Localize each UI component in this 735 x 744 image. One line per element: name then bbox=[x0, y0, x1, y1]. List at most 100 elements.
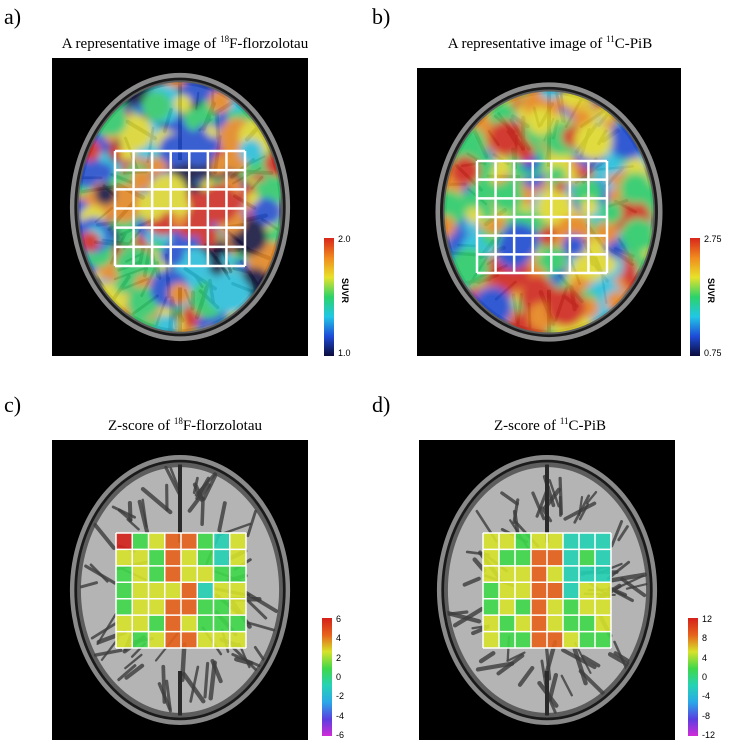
zscore-cell bbox=[579, 565, 595, 583]
zscore-cell bbox=[148, 598, 165, 616]
zscore-cell bbox=[531, 582, 547, 599]
zscore-cell bbox=[595, 533, 611, 550]
colorbar-tick-label: -6 bbox=[336, 730, 345, 740]
colorbar-tick-label: -12 bbox=[702, 730, 716, 740]
zscore-cell bbox=[563, 598, 579, 616]
colorbar-min-label: 1.0 bbox=[338, 348, 351, 358]
zscore-cell bbox=[164, 565, 181, 583]
zscore-cell bbox=[579, 549, 595, 566]
zscore-cell bbox=[483, 582, 499, 599]
zscore-cell bbox=[547, 533, 563, 550]
zscore-cell bbox=[132, 598, 149, 616]
zscore-cell bbox=[563, 565, 579, 583]
zscore-cell bbox=[579, 615, 595, 632]
panel-b-title-sup: 11 bbox=[606, 34, 615, 44]
amyloid-pet-brain-image bbox=[417, 68, 681, 356]
zscore-cell bbox=[164, 549, 181, 566]
roi-grid bbox=[475, 159, 609, 275]
zscore-cell bbox=[181, 533, 198, 550]
zscore-cell bbox=[148, 631, 165, 648]
panel-a-title-tracer: F-florzolotau bbox=[229, 36, 309, 52]
colorbar-tick-label: 4 bbox=[702, 652, 708, 663]
zscore-cell bbox=[213, 615, 230, 632]
panel-a-title-text: A representative image of bbox=[61, 36, 221, 52]
panel-c-title-tracer: F-florzolotau bbox=[182, 418, 262, 434]
zscore-cell bbox=[563, 549, 579, 566]
zscore-cell bbox=[164, 582, 181, 599]
panel-a-title: A representative image of 18F-florzolota… bbox=[30, 34, 340, 53]
zscore-cell bbox=[164, 533, 181, 550]
panel-c-title-sup: 18 bbox=[173, 416, 183, 426]
zscore-cell bbox=[181, 582, 198, 599]
panel-c-title: Z-score of 18F-florzolotau bbox=[30, 416, 340, 435]
panel-c-title-text: Z-score of bbox=[108, 418, 174, 434]
zscore-cell bbox=[595, 631, 611, 648]
zscore-cell bbox=[579, 631, 595, 648]
panel-b-title-tracer: C-PiB bbox=[614, 36, 653, 52]
zscore-cell bbox=[515, 615, 531, 632]
zscore-cell bbox=[148, 582, 165, 599]
zscore-cell bbox=[531, 615, 547, 632]
zscore-cell bbox=[229, 631, 246, 648]
zscore-cell bbox=[148, 549, 165, 566]
zscore-cell bbox=[229, 565, 246, 583]
zscore-cell bbox=[132, 549, 149, 566]
colorbar-tick-label: 6 bbox=[336, 614, 342, 624]
zscore-cell bbox=[116, 533, 133, 550]
zscore-cell bbox=[213, 582, 230, 599]
zscore-cell bbox=[515, 631, 531, 648]
zscore-cell bbox=[229, 598, 246, 616]
zscore-cell bbox=[515, 549, 531, 566]
panel-d-title: Z-score of 11C-PiB bbox=[400, 416, 700, 435]
colorbar-axis-label: SUVR bbox=[340, 278, 350, 304]
zscore-cell bbox=[595, 549, 611, 566]
colorbar-axis-label: SUVR bbox=[706, 278, 716, 304]
panel-b-letter: b) bbox=[372, 4, 391, 29]
zscore-cell bbox=[515, 598, 531, 616]
zscore-cell bbox=[595, 598, 611, 616]
zscore-cell bbox=[547, 615, 563, 632]
colorbar-tick-label: 0 bbox=[336, 672, 342, 682]
zscore-cell bbox=[515, 582, 531, 599]
zscore-cell bbox=[499, 631, 515, 648]
zscore-cell bbox=[116, 582, 133, 599]
zscore-cell bbox=[499, 565, 515, 583]
zscore-cell bbox=[181, 549, 198, 566]
zscore-cell bbox=[229, 582, 246, 599]
zscore-cell bbox=[148, 565, 165, 583]
zscore-cell bbox=[483, 598, 499, 616]
colorbar-tick-label: -8 bbox=[702, 710, 711, 721]
zscore-cell bbox=[164, 631, 181, 648]
panel-d-title-text: Z-score of bbox=[494, 418, 560, 434]
colorbar-tick-label: 4 bbox=[336, 633, 342, 644]
roi-grid bbox=[113, 149, 247, 268]
colorbar-gradient bbox=[324, 238, 334, 356]
zscore-cell bbox=[531, 533, 547, 550]
zscore-cell bbox=[213, 549, 230, 566]
zscore-cell bbox=[579, 582, 595, 599]
zscore-cell bbox=[197, 615, 214, 632]
zscore-cell bbox=[547, 549, 563, 566]
panel-d-letter: d) bbox=[372, 392, 391, 417]
colorbar-tick-label: -4 bbox=[702, 691, 711, 702]
zscore-cell bbox=[164, 615, 181, 632]
colorbar-tick-label: 0 bbox=[702, 672, 708, 682]
zscore-cell bbox=[595, 582, 611, 599]
zscore-cell bbox=[515, 565, 531, 583]
colorbar-gradient bbox=[690, 238, 700, 356]
zscore-cell bbox=[579, 533, 595, 550]
zscore-cell bbox=[213, 565, 230, 583]
colorbar-gradient bbox=[322, 618, 332, 736]
zscore-cell bbox=[229, 615, 246, 632]
colorbar-tick-label: 2 bbox=[336, 652, 342, 663]
zscore-cell bbox=[116, 598, 133, 616]
zscore-cell bbox=[483, 549, 499, 566]
zscore-cell bbox=[197, 565, 214, 583]
zscore-cell bbox=[531, 565, 547, 583]
zscore-cell bbox=[483, 565, 499, 583]
zscore-cell bbox=[148, 615, 165, 632]
zscore-cell bbox=[116, 565, 133, 583]
zscore-cell bbox=[483, 615, 499, 632]
zscore-cell bbox=[148, 533, 165, 550]
roi-grid bbox=[482, 532, 612, 649]
